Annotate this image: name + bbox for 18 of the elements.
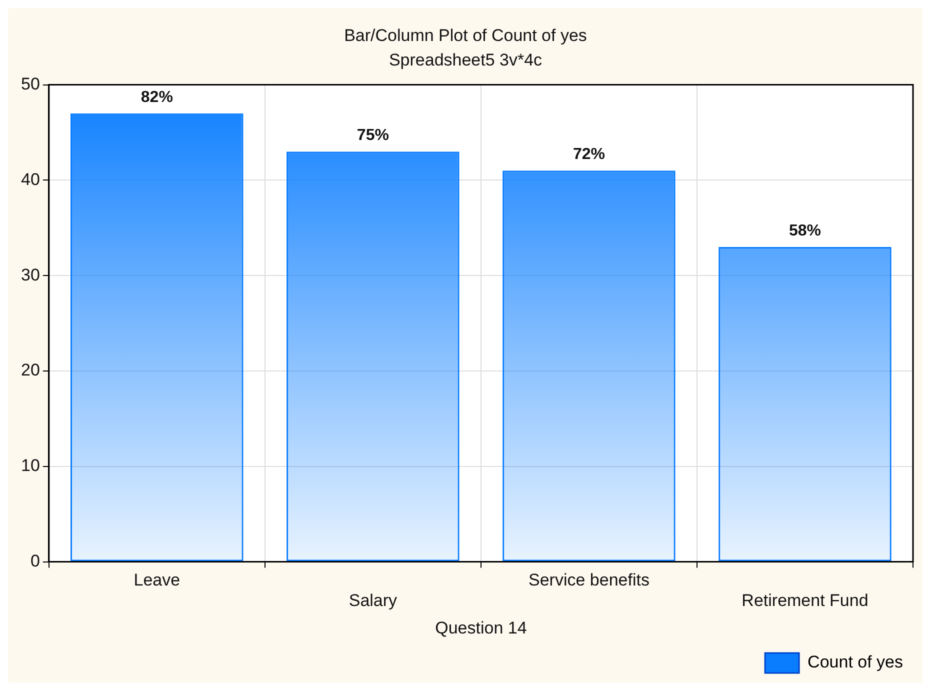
y-tick-label: 40 <box>20 170 40 189</box>
x-tick-label: Service benefits <box>528 570 650 590</box>
y-tick-label: 50 <box>20 74 40 94</box>
annotation: 72% <box>572 146 605 164</box>
y-tick-label: 20 <box>20 360 40 380</box>
x-tick-label: Retirement Fund <box>742 591 868 610</box>
annotation: 82% <box>140 88 173 106</box>
chart-title: Bar/Column Plot of Count of yes <box>344 26 587 45</box>
x-tick-label: Leave <box>134 570 180 590</box>
y-tick-label: 10 <box>20 456 40 476</box>
x-tick-label: Salary <box>348 591 398 610</box>
y-tick-label: 30 <box>20 265 40 284</box>
legend-label: Count of yes <box>808 652 904 672</box>
x-axis-title: Question 14 <box>435 618 527 638</box>
annotation: 58% <box>788 222 822 240</box>
y-tick-label: 0 <box>30 551 40 570</box>
annotation: 75% <box>356 126 389 144</box>
chart-subtitle: Spreadsheet5 3v*4c <box>388 50 543 70</box>
